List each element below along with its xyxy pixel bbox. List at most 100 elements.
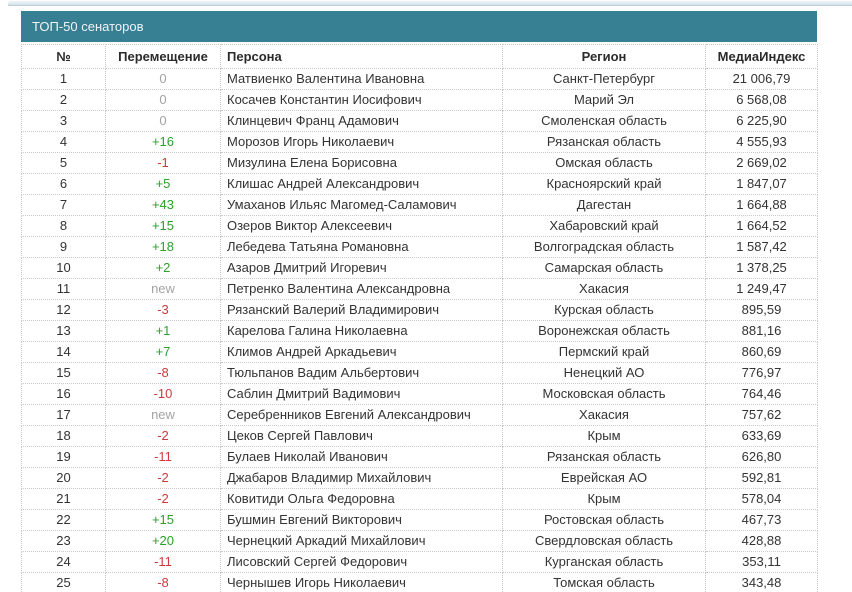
movement-cell: new [105,404,221,426]
table-row: 2 0 Косачев Константин Иосифович Марий Э… [21,89,818,111]
rank-cell: 24 [21,551,106,573]
person-cell: Булаев Николай Иванович [220,446,503,468]
media-index-cell: 633,69 [705,425,818,447]
person-cell: Бушмин Евгений Викторович [220,509,503,531]
media-index-cell: 4 555,93 [705,131,818,153]
movement-cell: +15 [105,509,221,531]
media-index-cell: 1 664,52 [705,215,818,237]
media-index-cell: 1 847,07 [705,173,818,195]
table-body: 1 0 Матвиенко Валентина Ивановна Санкт-П… [21,68,818,592]
region-cell: Крым [502,488,706,510]
rank-cell: 8 [21,215,106,237]
rank-cell: 5 [21,152,106,174]
rank-cell: 19 [21,446,106,468]
region-cell: Ростовская область [502,509,706,531]
table-row: 8 +15 Озеров Виктор Алексеевич Хабаровск… [21,215,818,237]
media-index-cell: 776,97 [705,362,818,384]
person-cell: Лебедева Татьяна Романовна [220,236,503,258]
movement-cell: +20 [105,530,221,552]
rank-cell: 18 [21,425,106,447]
media-index-cell: 1 249,47 [705,278,818,300]
rank-cell: 14 [21,341,106,363]
person-cell: Климов Андрей Аркадьевич [220,341,503,363]
table-row: 23 +20 Чернецкий Аркадий Михайлович Свер… [21,530,818,552]
rank-cell: 23 [21,530,106,552]
region-cell: Красноярский край [502,173,706,195]
person-cell: Чернецкий Аркадий Михайлович [220,530,503,552]
table-row: 18 -2 Цеков Сергей Павлович Крым 633,69 [21,425,818,447]
region-cell: Рязанская область [502,131,706,153]
media-index-cell: 353,11 [705,551,818,573]
person-cell: Тюльпанов Вадим Альбертович [220,362,503,384]
rank-cell: 7 [21,194,106,216]
table-row: 1 0 Матвиенко Валентина Ивановна Санкт-П… [21,68,818,90]
table-row: 21 -2 Ковитиди Ольга Федоровна Крым 578,… [21,488,818,510]
movement-cell: -8 [105,362,221,384]
media-index-cell: 895,59 [705,299,818,321]
person-cell: Матвиенко Валентина Ивановна [220,68,503,90]
rank-cell: 20 [21,467,106,489]
table-row: 7 +43 Умаханов Ильяс Магомед-Саламович Д… [21,194,818,216]
rank-cell: 1 [21,68,106,90]
region-cell: Ненецкий АО [502,362,706,384]
media-index-cell: 21 006,79 [705,68,818,90]
region-cell: Хабаровский край [502,215,706,237]
movement-cell: -2 [105,467,221,489]
top-edge-strip [8,1,852,6]
rank-cell: 22 [21,509,106,531]
person-cell: Морозов Игорь Николаевич [220,131,503,153]
region-cell: Омская область [502,152,706,174]
region-cell: Дагестан [502,194,706,216]
person-cell: Петренко Валентина Александровна [220,278,503,300]
movement-cell: -2 [105,488,221,510]
table-row: 12 -3 Рязанский Валерий Владимирович Кур… [21,299,818,321]
region-cell: Волгоградская область [502,236,706,258]
movement-cell: +18 [105,236,221,258]
table-row: 15 -8 Тюльпанов Вадим Альбертович Ненецк… [21,362,818,384]
region-cell: Смоленская область [502,110,706,132]
table-row: 17 new Серебренников Евгений Александров… [21,404,818,426]
column-header-person: Персона [220,44,503,69]
media-index-cell: 467,73 [705,509,818,531]
region-cell: Курская область [502,299,706,321]
movement-cell: 0 [105,89,221,111]
movement-cell: +43 [105,194,221,216]
table-row: 20 -2 Джабаров Владимир Михайлович Еврей… [21,467,818,489]
media-index-cell: 6 225,90 [705,110,818,132]
media-index-cell: 592,81 [705,467,818,489]
region-cell: Санкт-Петербург [502,68,706,90]
person-cell: Цеков Сергей Павлович [220,425,503,447]
rank-cell: 2 [21,89,106,111]
media-index-cell: 860,69 [705,341,818,363]
region-cell: Свердловская область [502,530,706,552]
senators-rating-table: № Перемещение Персона Регион МедиаИндекс… [21,44,818,592]
person-cell: Косачев Константин Иосифович [220,89,503,111]
media-index-cell: 1 664,88 [705,194,818,216]
person-cell: Саблин Дмитрий Вадимович [220,383,503,405]
rank-cell: 17 [21,404,106,426]
rank-cell: 11 [21,278,106,300]
table-row: 3 0 Клинцевич Франц Адамович Смоленская … [21,110,818,132]
column-header-media-index: МедиаИндекс [705,44,818,69]
person-cell: Мизулина Елена Борисовна [220,152,503,174]
rank-cell: 9 [21,236,106,258]
person-cell: Рязанский Валерий Владимирович [220,299,503,321]
movement-cell: 0 [105,110,221,132]
movement-cell: +1 [105,320,221,342]
movement-cell: -1 [105,152,221,174]
rank-cell: 3 [21,110,106,132]
table-header-row: № Перемещение Персона Регион МедиаИндекс [21,44,818,69]
rank-cell: 6 [21,173,106,195]
media-index-cell: 2 669,02 [705,152,818,174]
media-index-cell: 343,48 [705,572,818,592]
media-index-cell: 757,62 [705,404,818,426]
rank-cell: 4 [21,131,106,153]
media-index-cell: 6 568,08 [705,89,818,111]
region-cell: Еврейская АО [502,467,706,489]
region-cell: Томская область [502,572,706,592]
region-cell: Воронежская область [502,320,706,342]
region-cell: Марий Эл [502,89,706,111]
panel-title-bar: ТОП-50 сенаторов [21,11,817,42]
movement-cell: -8 [105,572,221,592]
